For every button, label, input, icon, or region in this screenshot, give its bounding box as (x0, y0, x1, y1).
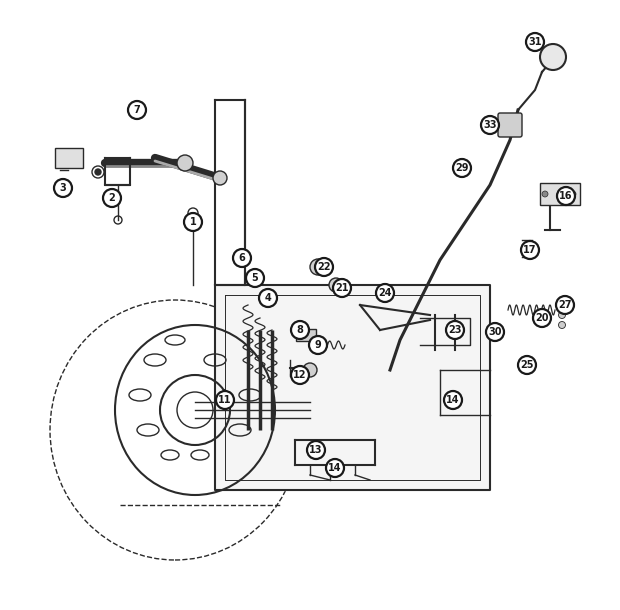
Circle shape (533, 309, 551, 327)
Circle shape (95, 169, 101, 175)
Circle shape (333, 279, 351, 297)
Text: 3: 3 (60, 183, 66, 193)
Text: 25: 25 (520, 360, 534, 370)
Circle shape (213, 171, 227, 185)
Text: 31: 31 (528, 37, 542, 47)
Circle shape (216, 391, 234, 409)
Text: 27: 27 (558, 300, 572, 310)
Text: 23: 23 (448, 325, 462, 335)
Circle shape (307, 441, 325, 459)
Circle shape (446, 321, 464, 339)
Circle shape (310, 259, 326, 275)
Circle shape (184, 213, 202, 231)
Circle shape (329, 278, 343, 292)
Text: 8: 8 (296, 325, 303, 335)
Circle shape (291, 321, 309, 339)
Circle shape (309, 336, 327, 354)
Circle shape (444, 391, 462, 409)
Circle shape (559, 301, 565, 309)
Text: 14: 14 (446, 395, 460, 405)
Text: ReplacementParts.com: ReplacementParts.com (246, 305, 374, 315)
Circle shape (246, 269, 264, 287)
Circle shape (526, 33, 544, 51)
FancyBboxPatch shape (540, 183, 580, 205)
Text: 29: 29 (455, 163, 469, 173)
Text: 2: 2 (108, 193, 115, 203)
Text: 5: 5 (252, 273, 259, 283)
Text: 16: 16 (559, 191, 573, 201)
Text: 1: 1 (190, 217, 197, 227)
Circle shape (557, 191, 563, 197)
Circle shape (103, 189, 121, 207)
Circle shape (542, 191, 548, 197)
Text: 6: 6 (239, 253, 246, 263)
Circle shape (453, 159, 471, 177)
Text: 12: 12 (293, 370, 307, 380)
Text: 13: 13 (309, 445, 323, 455)
Text: 20: 20 (535, 313, 549, 323)
Circle shape (486, 323, 504, 341)
Circle shape (481, 116, 499, 134)
Text: 11: 11 (218, 395, 232, 405)
Circle shape (326, 459, 344, 477)
FancyBboxPatch shape (55, 148, 83, 168)
Polygon shape (215, 285, 490, 490)
Text: 4: 4 (265, 293, 272, 303)
Circle shape (570, 191, 576, 197)
FancyBboxPatch shape (296, 329, 316, 341)
Circle shape (291, 366, 309, 384)
Circle shape (315, 258, 333, 276)
Circle shape (376, 284, 394, 302)
Circle shape (518, 356, 536, 374)
Circle shape (540, 44, 566, 70)
Circle shape (259, 289, 277, 307)
FancyBboxPatch shape (498, 113, 522, 137)
Text: 22: 22 (317, 262, 330, 272)
Text: 24: 24 (378, 288, 392, 298)
Text: 30: 30 (489, 327, 502, 337)
Circle shape (556, 296, 574, 314)
Text: 14: 14 (328, 463, 342, 473)
Polygon shape (216, 392, 234, 408)
Circle shape (521, 241, 539, 259)
Text: 7: 7 (134, 105, 140, 115)
Text: 33: 33 (483, 120, 497, 130)
Circle shape (557, 187, 575, 205)
Text: 21: 21 (335, 283, 348, 293)
Circle shape (54, 179, 72, 197)
Circle shape (233, 249, 251, 267)
Circle shape (559, 312, 565, 318)
Circle shape (559, 321, 565, 329)
Circle shape (128, 101, 146, 119)
Text: 9: 9 (314, 340, 321, 350)
Text: 17: 17 (523, 245, 537, 255)
Circle shape (303, 363, 317, 377)
Circle shape (177, 155, 193, 171)
